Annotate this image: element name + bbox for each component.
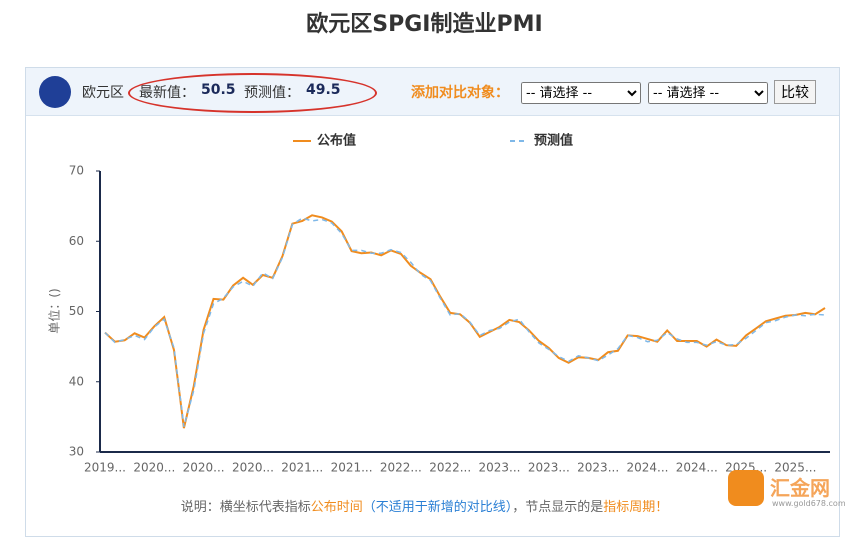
highlight-ellipse xyxy=(128,73,377,113)
region: 欧元区 xyxy=(82,85,124,101)
x-tick-label: 2022... xyxy=(380,461,422,475)
y-tick-label: 70 xyxy=(69,164,84,178)
chart: 30 40 50 60 70 单位：() 2019... 2020... 2020... 2020… xyxy=(47,133,830,475)
y-tick-label: 60 xyxy=(69,234,84,248)
note: 指标周期 xyxy=(603,500,656,515)
x-tick-label: 2020... xyxy=(232,461,274,475)
select[interactable]: -- 请选择 -- xyxy=(521,82,641,104)
select[interactable]: -- 请选择 -- xyxy=(648,82,768,104)
y-tick-label: 30 xyxy=(69,445,84,459)
series-line xyxy=(104,214,826,429)
x-tick-label: 2023... xyxy=(528,461,570,475)
note: （不适用于新增的对比线） xyxy=(362,500,513,515)
panel: 欧元区 最新值： 50.5 预测值： 49.5 添加对比对象： -- 请选择 -… xyxy=(25,67,840,537)
note: 说明：横坐标代表指标 xyxy=(180,500,311,515)
x-tick-label: 2021... xyxy=(281,461,323,475)
x-tick-label: 2020... xyxy=(133,461,175,475)
legend-label: 预测值 xyxy=(534,133,573,149)
x-tick-label: 2024... xyxy=(676,461,718,475)
logo-icon xyxy=(728,470,764,506)
footnote: 说明：横坐标代表指标公布时间（不适用于新增的对比线），节点显示的是指标周期！ xyxy=(0,496,849,515)
compare-button[interactable]: 比较 xyxy=(774,80,816,104)
toolbar: 欧元区 最新值： 50.5 预测值： 49.5 添加对比对象： -- 请选择 -… xyxy=(26,68,839,116)
y-tick-label: 40 xyxy=(69,374,84,388)
note: 公布时间 xyxy=(310,500,363,515)
x-tick-label: 2025... xyxy=(774,461,816,475)
x-tick-label: 2021... xyxy=(331,461,373,475)
x-tick-label: 2019... xyxy=(84,461,126,475)
page-title: 欧元区SPGI制造业PMI xyxy=(306,12,543,37)
series-line xyxy=(104,217,826,427)
logo-url: www.gold678.com xyxy=(772,499,846,508)
y-axis-label: 单位：() xyxy=(47,288,62,333)
note: ！ xyxy=(655,500,669,515)
logo-name: 汇金网 xyxy=(770,476,830,500)
y-tick-label: 50 xyxy=(69,304,84,318)
x-tick-label: 2023... xyxy=(479,461,521,475)
x-tick-label: 2024... xyxy=(626,461,668,475)
note: ，节点显示的是 xyxy=(512,500,604,515)
x-tick-label: 2023... xyxy=(577,461,619,475)
compare-label: 添加对比对象： xyxy=(411,85,509,101)
x-tick-label: 2022... xyxy=(429,461,471,475)
x-tick-label: 2020... xyxy=(183,461,225,475)
legend-label: 公布值 xyxy=(317,133,356,149)
flag xyxy=(39,76,71,108)
